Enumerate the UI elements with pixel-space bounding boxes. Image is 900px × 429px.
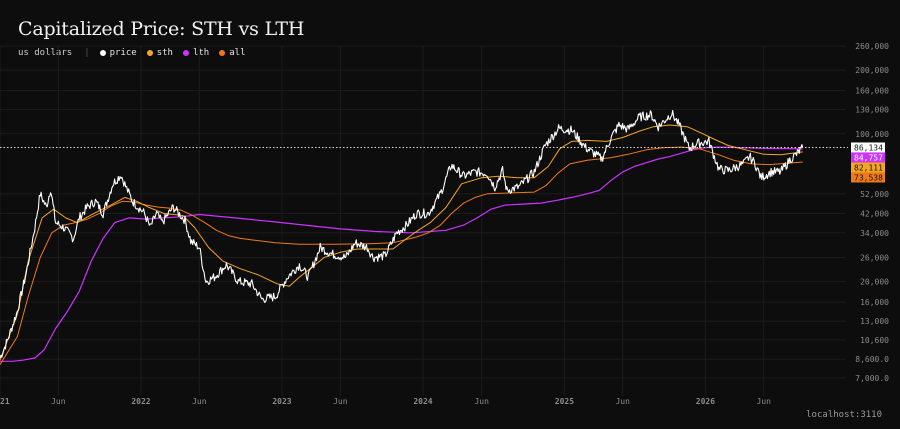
y-tick-label: 42,000 bbox=[860, 209, 889, 218]
series-lines bbox=[0, 109, 804, 365]
y-tick-label: 8,600.0 bbox=[855, 355, 889, 364]
series-line-price[interactable] bbox=[0, 109, 804, 359]
legend-item-sth[interactable]: sth bbox=[146, 48, 173, 58]
y-tick-label: 16,000 bbox=[860, 298, 889, 307]
legend-swatch-lth bbox=[182, 50, 189, 56]
series-line-sth[interactable] bbox=[0, 124, 803, 361]
legend-item-price[interactable]: price bbox=[99, 48, 137, 58]
x-axis-ticks: 2021 Jun 2022 Jun 2023 Jun 2024 Jun 2025 Jun 2026 J… bbox=[0, 397, 771, 406]
x-tick-label: Jun bbox=[756, 397, 771, 406]
value-tag-price bbox=[851, 142, 885, 153]
legend-label-price: price bbox=[109, 48, 137, 58]
y-tick-label: 7,000.0 bbox=[855, 374, 889, 383]
legend-label-lth: lth bbox=[192, 48, 210, 58]
value-tag-lth bbox=[851, 152, 885, 163]
value-tag-label-lth: 84,757 bbox=[854, 153, 883, 162]
y-tick-label: 20,000 bbox=[860, 278, 889, 287]
y-tick-label: 52,000 bbox=[860, 190, 889, 199]
y-tick-label: 26,000 bbox=[860, 253, 889, 262]
legend-label-sth: sth bbox=[156, 48, 173, 58]
y-tick-label: 160,000 bbox=[855, 87, 889, 96]
y-tick-label: 34,000 bbox=[860, 229, 889, 238]
value-tag-all bbox=[851, 172, 885, 183]
x-tick-label: Jun bbox=[615, 397, 630, 406]
chart-legend: us dollars | price sth lth all bbox=[18, 48, 256, 58]
series-line-all[interactable] bbox=[0, 146, 803, 365]
x-tick-label: Jun bbox=[474, 397, 489, 406]
grid-lines bbox=[0, 45, 846, 396]
x-tick-label: 2023 bbox=[272, 397, 291, 406]
value-tag-sth bbox=[851, 162, 885, 173]
y-tick-label: 200,000 bbox=[855, 66, 889, 75]
legend-item-lth[interactable]: lth bbox=[182, 48, 210, 58]
x-tick-label: 2022 bbox=[131, 397, 150, 406]
value-tag-label-price: 86,134 bbox=[854, 143, 883, 152]
legend-swatch-all bbox=[219, 50, 226, 56]
x-tick-label: 2025 bbox=[555, 397, 574, 406]
y-tick-label: 100,000 bbox=[855, 130, 889, 139]
x-tick-label: 2021 bbox=[0, 397, 10, 406]
y-axis-ticks: 260,000 200,000 160,000 130,000 100,000 52,00… bbox=[855, 42, 889, 383]
legend-swatch-price bbox=[99, 50, 106, 56]
chart-title: Capitalized Price: STH vs LTH bbox=[18, 18, 305, 40]
legend-swatch-sth bbox=[146, 50, 153, 56]
value-tag-label-sth: 82,111 bbox=[854, 163, 883, 172]
legend-label-all: all bbox=[229, 48, 246, 58]
y-tick-label: 130,000 bbox=[855, 106, 889, 115]
value-tag-label-all: 73,538 bbox=[854, 173, 883, 182]
series-line-lth[interactable] bbox=[0, 146, 803, 362]
footer-host: localhost:3110 bbox=[806, 410, 882, 420]
legend-item-all[interactable]: all bbox=[219, 48, 246, 58]
x-tick-label: Jun bbox=[192, 397, 207, 406]
x-tick-label: 2024 bbox=[413, 397, 432, 406]
x-tick-label: Jun bbox=[51, 397, 66, 406]
y-tick-label: 13,000 bbox=[860, 317, 889, 326]
x-tick-label: 2026 bbox=[696, 397, 715, 406]
legend-separator: | bbox=[84, 48, 90, 58]
y-tick-label: 10,600 bbox=[860, 336, 889, 345]
y-tick-label: 260,000 bbox=[855, 42, 889, 51]
unit-label: us dollars bbox=[18, 48, 73, 58]
x-tick-label: Jun bbox=[333, 397, 348, 406]
